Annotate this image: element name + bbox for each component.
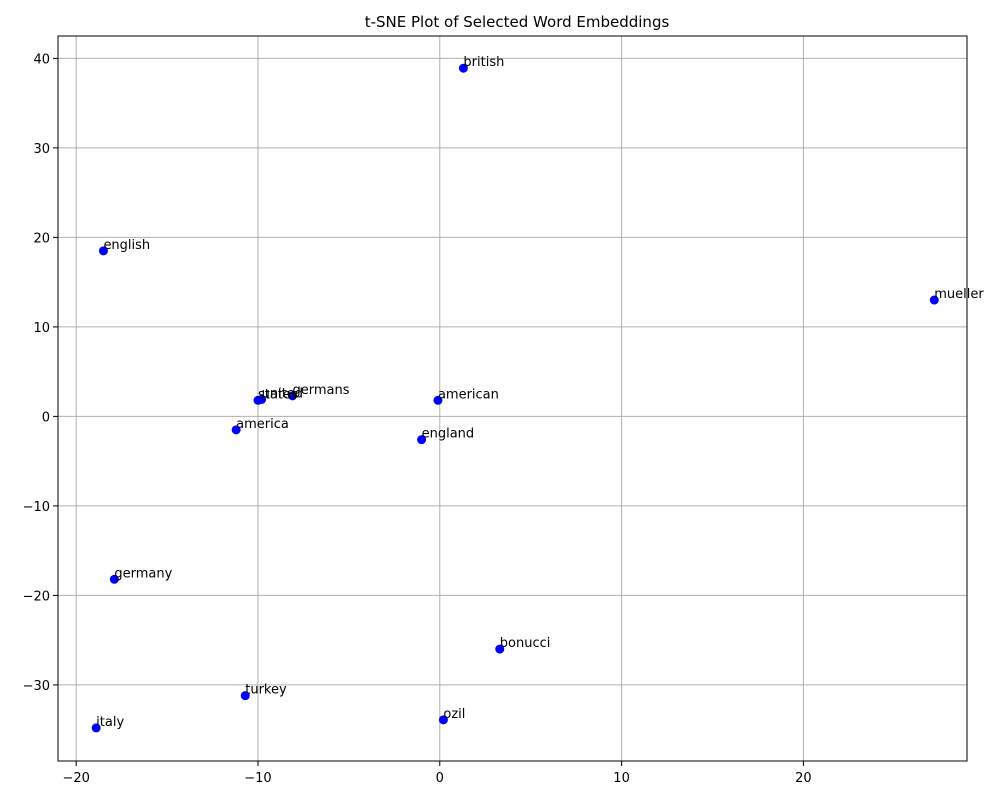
point-label-american: american	[438, 387, 499, 402]
data-point-america	[231, 425, 241, 435]
data-point-england	[417, 435, 427, 445]
x-tick-label: 10	[613, 771, 630, 786]
data-point-italy	[91, 723, 101, 733]
data-point-states	[253, 395, 263, 405]
chart-title: t-SNE Plot of Selected Word Embeddings	[365, 13, 670, 31]
plot-area-frame	[57, 35, 968, 762]
data-points	[91, 63, 939, 733]
data-point-british	[458, 63, 468, 73]
data-point-american	[433, 395, 443, 405]
x-tick-label: −20	[62, 771, 89, 786]
y-tick-label: 40	[33, 52, 50, 67]
axis-ticks: −20 −10 0 10 20 −30 −20 −10 0 10 20 30 40	[23, 52, 812, 786]
point-labels: british english mueller germansunitedstates…	[96, 55, 984, 730]
y-tick-label: 20	[33, 231, 50, 246]
point-label-italy: italy	[96, 715, 124, 730]
point-label-bonucci: bonucci	[500, 636, 551, 651]
data-point-germans	[288, 391, 298, 401]
data-point-mueller	[929, 295, 939, 305]
data-point-turkey	[240, 691, 250, 701]
point-label-british: british	[463, 55, 504, 70]
data-point-english	[98, 246, 108, 256]
grid	[58, 36, 967, 761]
point-label-germans: germans	[293, 383, 350, 398]
data-point-bonucci	[495, 644, 505, 654]
x-tick-label: 0	[436, 771, 444, 786]
y-tick-label: −20	[23, 589, 50, 604]
point-label-states: states	[258, 387, 298, 402]
y-tick-label: 10	[33, 321, 50, 336]
y-tick-label: 0	[42, 410, 50, 425]
data-point-ozil	[438, 715, 448, 725]
y-tick-label: −30	[23, 679, 50, 694]
y-tick-label: 30	[33, 142, 50, 157]
point-label-england: england	[422, 427, 475, 442]
point-label-ozil: ozil	[443, 707, 465, 722]
x-tick-label: −10	[244, 771, 271, 786]
point-label-turkey: turkey	[245, 683, 287, 698]
point-label-germany: germany	[114, 566, 172, 581]
point-label-mueller: mueller	[934, 287, 984, 302]
point-label-united: united	[262, 386, 303, 401]
data-point-germany	[109, 574, 119, 584]
point-label-america: america	[236, 417, 289, 432]
x-tick-label: 20	[795, 771, 812, 786]
point-label-english: english	[103, 238, 150, 253]
y-tick-label: −10	[23, 500, 50, 515]
